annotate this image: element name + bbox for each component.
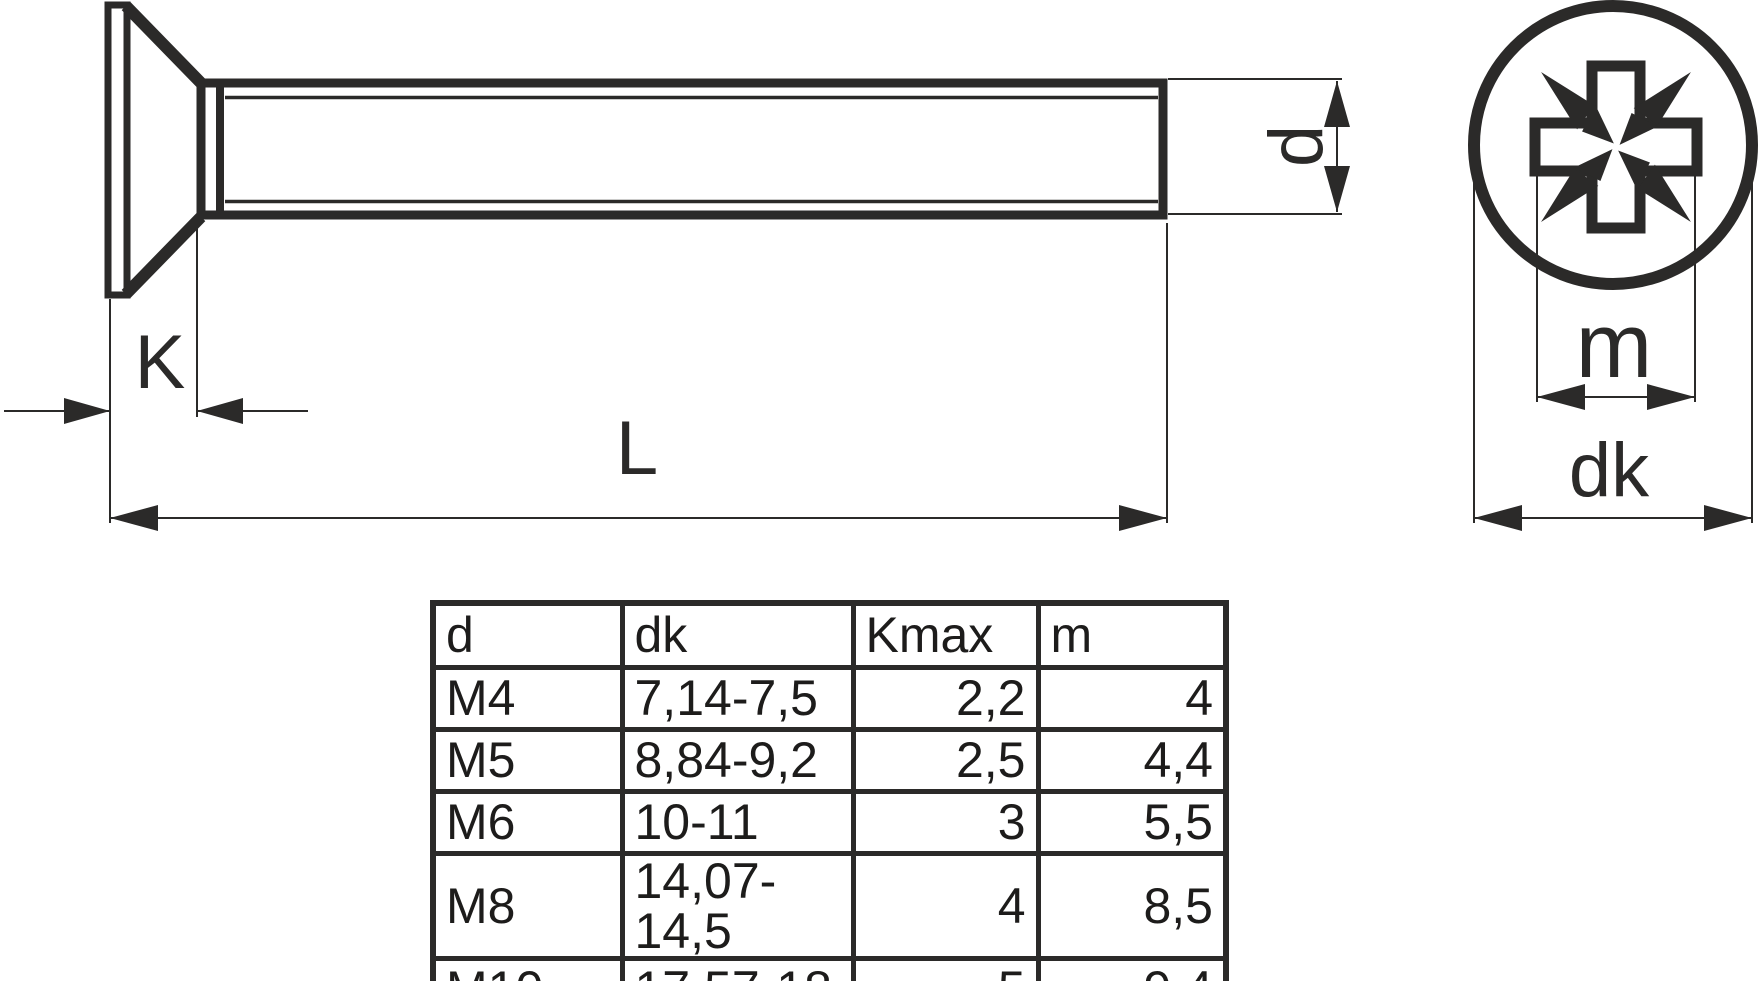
dk-arrow-right bbox=[1704, 505, 1752, 531]
header-m: m bbox=[1035, 600, 1229, 670]
l-arrow-right bbox=[1119, 505, 1167, 531]
header-dk: dk bbox=[619, 600, 856, 670]
k-arrow-right bbox=[197, 398, 243, 424]
screw-side-view bbox=[104, 1, 1168, 299]
k-arrow-left bbox=[64, 398, 110, 424]
cell-d: M5 bbox=[430, 726, 625, 794]
header-kmax: Kmax bbox=[850, 600, 1041, 670]
cell-kmax: 2,5 bbox=[850, 726, 1041, 794]
table-row: M4 7,14-7,5 2,2 4 bbox=[430, 664, 1229, 732]
cell-dk: 17,57-18 bbox=[619, 955, 856, 981]
d-arrow-top bbox=[1324, 81, 1350, 127]
side-view-dimensions bbox=[4, 78, 1350, 531]
head-cone-bottom-edge bbox=[121, 212, 206, 299]
l-dimension-label: L bbox=[615, 406, 659, 491]
cell-dk: 7,14-7,5 bbox=[619, 664, 856, 732]
shaft-outline bbox=[196, 78, 1168, 220]
cell-kmax: 2,2 bbox=[850, 664, 1041, 732]
cell-kmax: 4 bbox=[850, 850, 1041, 961]
d-dimension-label: d bbox=[1254, 124, 1339, 168]
cell-kmax: 5 bbox=[850, 955, 1041, 981]
table-row: M6 10-11 3 5,5 bbox=[430, 788, 1229, 856]
m-dimension-label: m bbox=[1575, 295, 1653, 397]
cell-m: 4 bbox=[1035, 664, 1229, 732]
header-d: d bbox=[430, 600, 625, 670]
k-dimension-label: K bbox=[134, 320, 186, 405]
cell-m: 8,5 bbox=[1035, 850, 1229, 961]
table-row: M5 8,84-9,2 2,5 4,4 bbox=[430, 726, 1229, 794]
cell-dk: 8,84-9,2 bbox=[619, 726, 856, 794]
table-row: M10 17,57-18 5 9,4 bbox=[430, 955, 1229, 981]
cell-d: M8 bbox=[430, 850, 625, 961]
head-face bbox=[104, 1, 131, 299]
cell-d: M6 bbox=[430, 788, 625, 856]
cell-dk: 14,07-14,5 bbox=[619, 850, 856, 961]
cell-d: M10 bbox=[430, 955, 625, 981]
dk-dimension-label: dk bbox=[1568, 428, 1650, 513]
l-arrow-left bbox=[110, 505, 158, 531]
table-row: M8 14,07-14,5 4 8,5 bbox=[430, 850, 1229, 961]
cell-d: M4 bbox=[430, 664, 625, 732]
cell-m: 9,4 bbox=[1035, 955, 1229, 981]
dk-arrow-left bbox=[1474, 505, 1522, 531]
m-arrow-left bbox=[1537, 384, 1585, 410]
cell-m: 5,5 bbox=[1035, 788, 1229, 856]
table-header-row: d dk Kmax m bbox=[430, 600, 1229, 670]
cell-dk: 10-11 bbox=[619, 788, 856, 856]
cell-kmax: 3 bbox=[850, 788, 1041, 856]
m-arrow-right bbox=[1647, 384, 1695, 410]
head-cone-top-edge bbox=[121, 1, 206, 88]
head-view-dimensions bbox=[1473, 152, 1753, 531]
d-arrow-bottom bbox=[1324, 166, 1350, 212]
cell-m: 4,4 bbox=[1035, 726, 1229, 794]
screw-head-front-view bbox=[1468, 0, 1758, 290]
screw-dimensions-table: d dk Kmax m M4 7,14-7,5 2,2 4 M5 8,84-9,… bbox=[430, 600, 1229, 981]
